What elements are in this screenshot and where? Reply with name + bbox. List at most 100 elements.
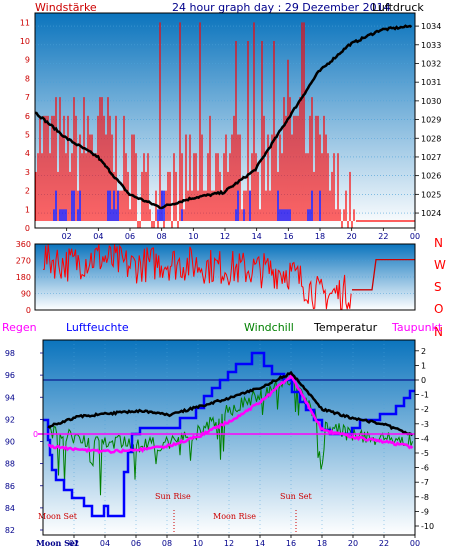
panel3-right-tick-label: -6 [421,464,429,473]
panel3-x-tick-label: 04 [100,539,110,548]
panel3-right-tick-label: -1 [421,391,429,400]
panel3-right-tick-label: -10 [421,522,434,531]
panel3-right-tick-label: -2 [421,405,429,414]
panel1-right-ticks: 1024 1025 1026 1027 1028 1029 1030 1031 1032 1033… [415,22,441,218]
temperature-line [47,370,414,437]
windstaerke-label: Windstärke [35,1,97,14]
panel1-left-tick-label: 10 [20,37,30,46]
panel1-x-tick-label: 12 [220,232,230,241]
panel3-right-tick-label: 2 [421,347,426,356]
wind-direction-line [42,244,352,310]
luftdruck-label: Luftdruck [372,1,424,14]
panel1-x-tick-label: 16 [283,232,293,241]
panel2-frame [34,243,416,311]
moon-set-bottom-label: Moon Set [36,538,79,548]
panel3-right-tick-label: -5 [421,449,429,458]
panel1-x-tick-label: 08 [157,232,167,241]
moon-rise-label: Moon Rise [213,512,256,521]
panel3-x-tick-label: 12 [224,539,234,548]
panel1-x-tick-label: 02 [62,232,72,241]
panel1-x-ticks: 02 04 06 08 10 12 14 16 18 20 22 00 [62,228,420,241]
panel3-right-tick-label: -9 [421,507,429,516]
panel1-right-tick-label: 1026 [421,172,441,181]
panel1-x-tick-label: 00 [410,232,420,241]
panel1-left-tick-label: 0 [25,224,30,233]
panel3-x-tick-label: 06 [131,539,141,548]
taupunkt-label: Taupunkt [391,321,443,334]
panel3-x-ticks: 02 04 06 08 10 12 14 16 18 20 22 00 [69,535,420,548]
panel3-left-tick-label: 88 [5,460,15,469]
panel3-x-tick-label: 18 [317,539,327,548]
temperatur-label: Temperatur [313,321,378,334]
panel2-left-tick-label: 180 [16,273,31,282]
panel3-x-tick-label: 00 [410,539,420,548]
panel1-left-tick-label: 7 [25,93,30,102]
wind-gust-series [53,190,321,221]
panel1-left-tick-label: 3 [25,168,30,177]
panel1-right-tick-label: 1028 [421,134,441,143]
panel1-x-tick-label: 22 [378,232,388,241]
panel1-x-tick-label: 10 [188,232,198,241]
panel1-right-tick-label: 1030 [421,97,441,106]
panel3-right-tick-label: -8 [421,493,429,502]
rain-zero-label: 0 [33,430,38,439]
panel3-x-tick-label: 22 [379,539,389,548]
sun-set-label: Sun Set [280,492,313,501]
panel3-right-tick-label: -4 [421,434,429,443]
panel3-right-tick-label: 0 [421,376,426,385]
compass-label: N [434,236,443,250]
panel1-right-tick-label: 1025 [421,190,441,199]
astro-annotations: Moon Set Sun Rise Moon Rise Sun Set [38,492,313,534]
compass-label: O [434,302,443,316]
panel1-left-tick-label: 11 [20,18,30,27]
panel1-x-tick-label: 04 [93,232,103,241]
panel1-right-tick-label: 1029 [421,116,441,125]
panel1-right-tick-label: 1024 [421,209,441,218]
panel1-x-tick-label: 14 [252,232,262,241]
panel2-grid [35,260,415,294]
panel1-right-tick-label: 1032 [421,59,441,68]
sun-rise-label: Sun Rise [155,492,191,501]
panel2-left-tick-label: 90 [21,290,31,299]
panel3-left-tick-label: 92 [5,415,15,424]
panel3-x-tick-label: 02 [69,539,79,548]
compass-label: W [434,258,446,272]
panel2-left-tick-label: 0 [26,306,31,315]
panel3-left-tick-label: 98 [5,349,15,358]
panel3-right-tick-label: -7 [421,478,429,487]
panel3-right-tick-label: -3 [421,420,429,429]
panel1-left-tick-label: 2 [25,187,30,196]
pressure-line [34,24,413,210]
panel1-x-tick-label: 20 [347,232,357,241]
panel1-right-tick-label: 1033 [421,41,441,50]
panel1-left-tick-label: 9 [25,56,30,65]
windchill-label: Windchill [244,321,294,334]
panel1-right-tick-label: 1027 [421,153,441,162]
panel3-left-tick-label: 96 [5,371,15,380]
panel3-x-tick-label: 10 [193,539,203,548]
moon-set-label: Moon Set [38,512,78,521]
panel2-left-tick-label: 270 [16,257,31,266]
panel1-left-tick-label: 1 [25,205,30,214]
panel1-right-tick-label: 1034 [421,22,441,31]
panel1-left-tick-label: 5 [25,131,30,140]
panel1-right-tick-label: 1031 [421,78,441,87]
panel3-left-tick-label: 94 [5,393,15,402]
panel1-left-tick-label: 8 [25,74,30,83]
luftfeuchte-label: Luftfeuchte [66,321,129,334]
panel3-x-tick-label: 14 [255,539,265,548]
panel3-left-ticks: 82 84 86 88 90 92 94 96 98 [5,349,43,535]
compass-label: S [434,280,442,294]
panel3-right-tick-label: 1 [421,361,426,370]
dewpoint-line [47,372,414,455]
panel3-right-ticks: 2 1 0 -1 -2 -3 -4 -5 -6 -7 -8 -9 -10 [415,347,434,531]
panel2-left-ticks: 0 90 180 270 360 [16,240,31,315]
panel2-left-tick-label: 360 [16,240,31,249]
panel1-x-tick-label: 06 [125,232,135,241]
panel1-left-ticks: 0 1 2 3 4 5 6 7 8 9 10 11 [20,18,30,233]
graph-title: 24 hour graph day : 29 Dezember 2014 [172,1,391,14]
panel3-x-tick-label: 16 [286,539,296,548]
